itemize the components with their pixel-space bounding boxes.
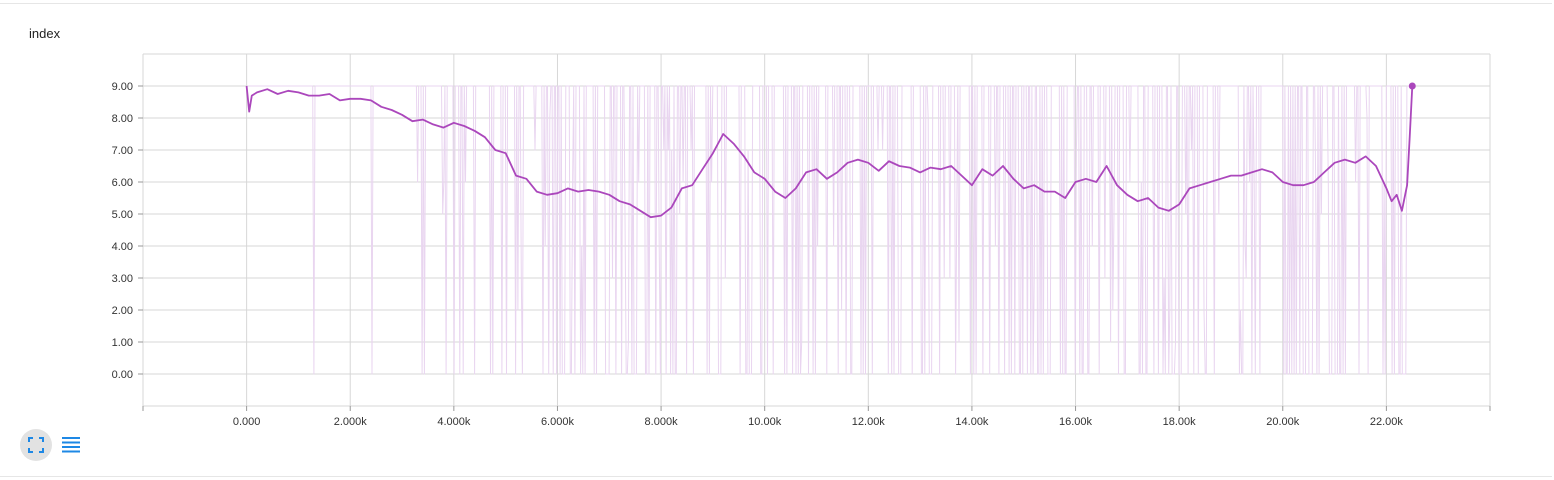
raw-series-line (246, 85, 1412, 375)
y-tick-label: 3.00 (112, 273, 133, 285)
y-tick-label: 5.00 (112, 209, 133, 221)
list-icon (62, 437, 80, 453)
x-tick-label: 12.00k (852, 416, 886, 428)
fullscreen-icon (28, 437, 44, 453)
y-tick-label: 0.00 (112, 369, 133, 381)
raw-series (246, 85, 1412, 375)
x-tick-label: 22.00k (1370, 416, 1404, 428)
x-tick-label: 18.00k (1163, 416, 1197, 428)
y-tick-label: 1.00 (112, 337, 133, 349)
x-tick-label: 14.00k (955, 416, 989, 428)
x-tick-label: 20.00k (1266, 416, 1300, 428)
x-tick-label: 16.00k (1059, 416, 1093, 428)
chart-title: index (29, 26, 61, 41)
y-tick-label: 7.00 (112, 145, 133, 157)
chart-card: index 0.00 1.00 2.00 3.00 4.00 5.00 6.00 7.00 8.… (0, 3, 1552, 477)
y-tick-label: 2.00 (112, 305, 133, 317)
last-point-marker (1408, 82, 1416, 90)
x-tick-label: 6.000k (541, 416, 575, 428)
line-chart: 0.00 1.00 2.00 3.00 4.00 5.00 6.00 7.00 8.00 9.00… (112, 53, 1491, 428)
expand-chart-button[interactable] (20, 429, 52, 461)
x-tick-label: 10.00k (748, 416, 782, 428)
x-tick-label: 2.000k (334, 416, 368, 428)
x-tick-label: 4.000k (437, 416, 471, 428)
x-tick-label: 8.000k (645, 416, 679, 428)
axes: 0.00 1.00 2.00 3.00 4.00 5.00 6.00 7.00 8.00 9.00… (112, 81, 1491, 428)
smoothed-series-line (245, 85, 1414, 219)
x-tick-label: 0.000 (233, 416, 261, 428)
y-tick-label: 4.00 (112, 241, 133, 253)
y-tick-label: 8.00 (112, 113, 133, 125)
y-tick-label: 6.00 (112, 177, 133, 189)
smoothed-series (245, 82, 1416, 219)
y-tick-label: 9.00 (112, 81, 133, 93)
toggle-data-table-button[interactable] (55, 429, 87, 461)
